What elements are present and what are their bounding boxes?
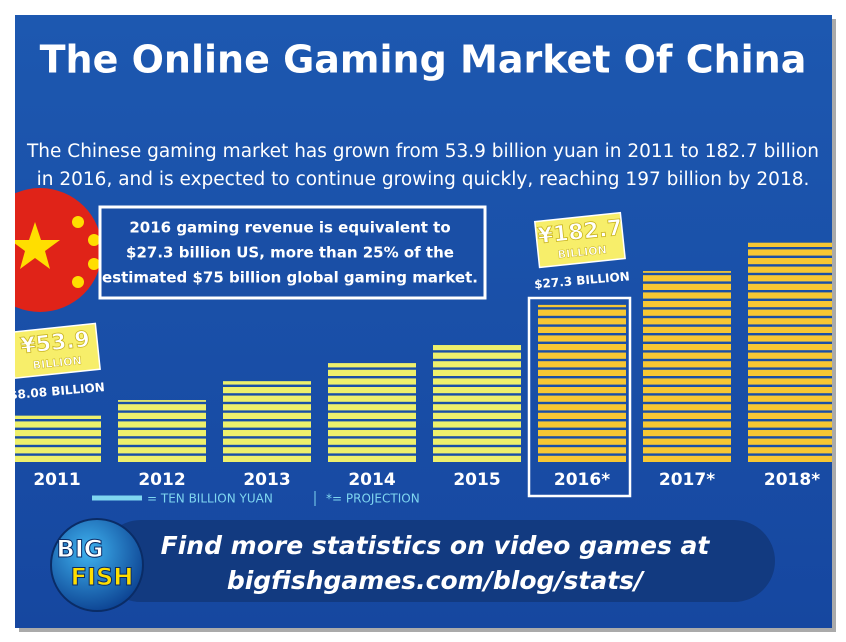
footer-text: Find more statistics on video games at	[161, 531, 711, 560]
callout-text: $27.3 billion US, more than 25% of the	[126, 244, 454, 262]
callout-box	[98, 205, 487, 300]
tag-bg	[15, 322, 101, 379]
bar	[748, 242, 832, 462]
x-tick-label: 2016*	[554, 470, 610, 490]
logo-text: BIG	[57, 535, 104, 563]
bar	[643, 271, 731, 462]
title: The Online Gaming Market Of China	[40, 38, 807, 82]
subtitle: in 2016, and is expected to continue gro…	[37, 169, 810, 190]
bar	[433, 345, 521, 462]
callout-text: estimated $75 billion global gaming mark…	[102, 269, 478, 287]
legend-text: = TEN BILLION YUAN	[147, 492, 273, 506]
bar	[118, 400, 206, 462]
content: The Online Gaming Market Of China The Ch…	[15, 38, 832, 612]
logo	[50, 518, 144, 612]
flag	[15, 188, 102, 312]
bar	[538, 304, 626, 462]
x-tick-label: 2015	[453, 470, 500, 490]
legend-note: *= PROJECTION	[326, 492, 420, 506]
x-tick-label: 2014	[348, 470, 395, 490]
x-tick-label: 2013	[243, 470, 290, 490]
value-unit: BILLION	[557, 243, 607, 261]
bar	[15, 415, 101, 462]
bar	[328, 363, 416, 462]
x-tick-label: 2012	[138, 470, 185, 490]
footer-band	[100, 520, 775, 602]
footer-link[interactable]: bigfishgames.com/blog/stats/	[227, 566, 645, 595]
x-tick-label: 2018*	[764, 470, 820, 490]
tag-bg	[533, 211, 626, 269]
logo-text: FISH	[71, 563, 134, 591]
subtitle: The Chinese gaming market has grown from…	[26, 141, 819, 162]
callout-text: 2016 gaming revenue is equivalent to	[129, 219, 450, 237]
highlight-box	[527, 296, 632, 498]
bar	[223, 381, 311, 462]
x-tick-label: 2017*	[659, 470, 715, 490]
x-tick-label: 2011	[33, 470, 80, 490]
value-unit: BILLION	[32, 354, 82, 372]
